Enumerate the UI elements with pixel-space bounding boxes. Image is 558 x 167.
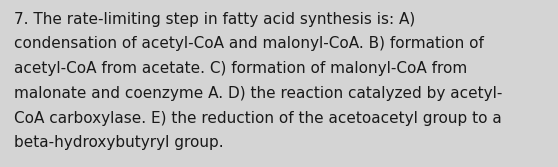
Text: malonate and coenzyme A. D) the reaction catalyzed by acetyl-: malonate and coenzyme A. D) the reaction… xyxy=(14,86,502,101)
Text: condensation of acetyl-CoA and malonyl-CoA. B) formation of: condensation of acetyl-CoA and malonyl-C… xyxy=(14,36,484,51)
Text: acetyl-CoA from acetate. C) formation of malonyl-CoA from: acetyl-CoA from acetate. C) formation of… xyxy=(14,61,467,76)
Text: beta-hydroxybutyryl group.: beta-hydroxybutyryl group. xyxy=(14,135,224,150)
Text: 7. The rate-limiting step in fatty acid synthesis is: A): 7. The rate-limiting step in fatty acid … xyxy=(14,12,415,27)
Text: CoA carboxylase. E) the reduction of the acetoacetyl group to a: CoA carboxylase. E) the reduction of the… xyxy=(14,111,502,126)
